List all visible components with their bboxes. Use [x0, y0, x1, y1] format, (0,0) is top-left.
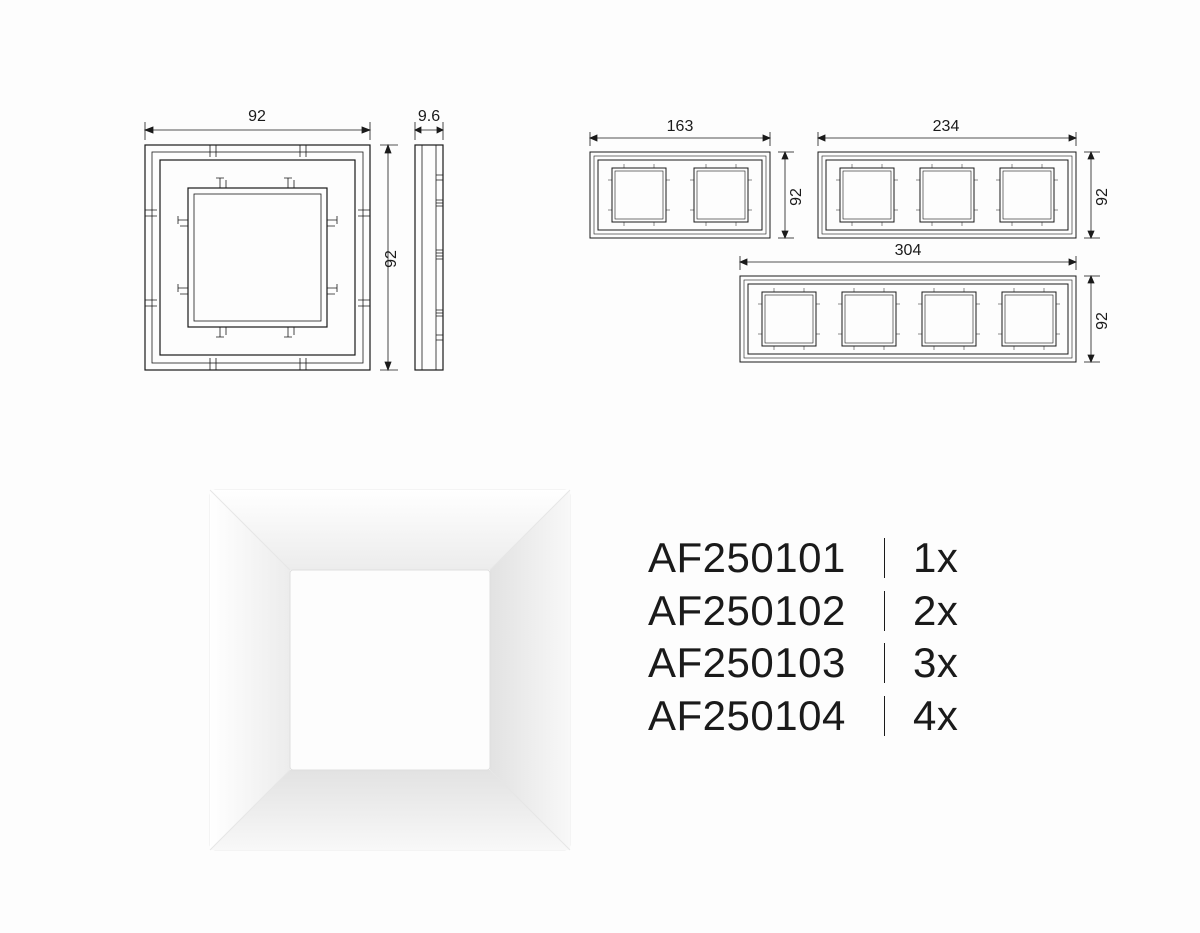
sku-qty: 1x	[913, 532, 958, 585]
sku-qty: 4x	[913, 690, 958, 743]
sku-code: AF250103	[648, 637, 868, 690]
sku-row: AF250103 3x	[648, 637, 958, 690]
dim-single-height: 92	[383, 247, 401, 271]
sku-row: AF250102 2x	[648, 585, 958, 638]
diagram-side-profile	[400, 0, 500, 420]
divider	[884, 643, 885, 683]
dim-quad-width: 304	[892, 242, 924, 260]
sku-table: AF250101 1x AF250102 2x AF250103 3x AF25…	[648, 532, 958, 742]
dim-single-width: 92	[245, 108, 269, 126]
product-photo-frame	[195, 475, 595, 875]
dim-side-width: 9.6	[415, 108, 443, 126]
sku-row: AF250104 4x	[648, 690, 958, 743]
divider	[884, 591, 885, 631]
dim-triple-width: 234	[930, 118, 962, 136]
sku-row: AF250101 1x	[648, 532, 958, 585]
dim-double-width: 163	[664, 118, 696, 136]
sku-code: AF250104	[648, 690, 868, 743]
sku-qty: 2x	[913, 585, 958, 638]
sku-qty: 3x	[913, 637, 958, 690]
sku-code: AF250102	[648, 585, 868, 638]
divider	[884, 696, 885, 736]
dim-quad-height: 92	[1094, 309, 1112, 333]
sku-code: AF250101	[648, 532, 868, 585]
dim-triple-height: 92	[1094, 185, 1112, 209]
divider	[884, 538, 885, 578]
